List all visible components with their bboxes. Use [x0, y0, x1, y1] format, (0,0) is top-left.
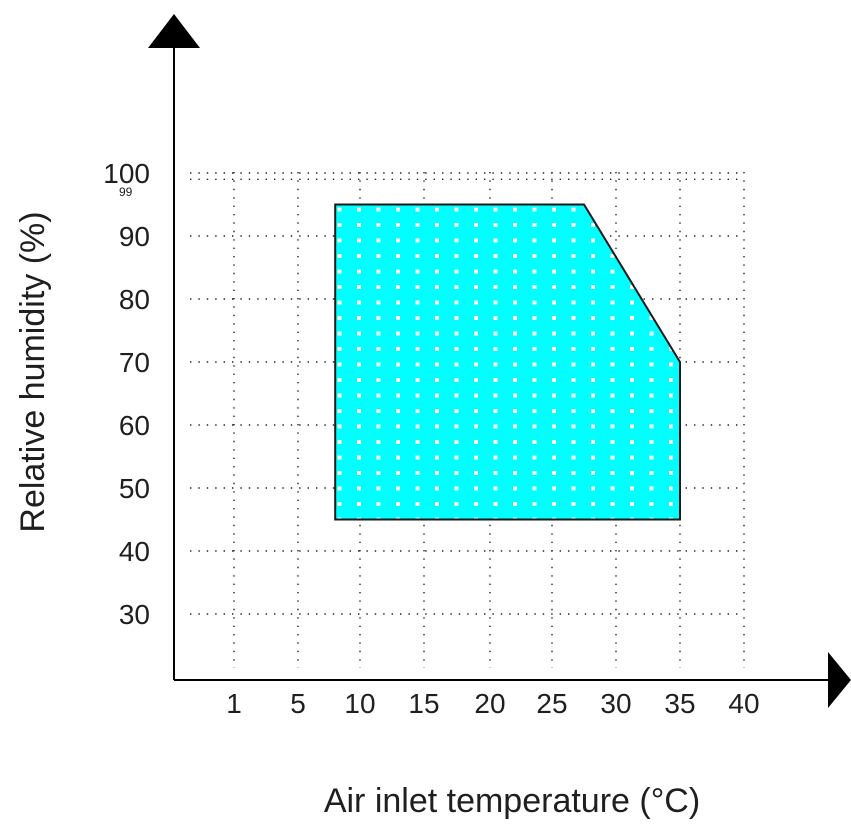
operating-region [334, 203, 681, 521]
x-axis-label: Air inlet temperature (°C) [324, 782, 700, 820]
y-tick-label-30: 30 [119, 599, 150, 630]
y-tick-label-60: 60 [119, 410, 150, 441]
y-tick-label-80: 80 [119, 284, 150, 315]
x-tick-label-30: 30 [600, 688, 631, 719]
x-tick-label-35: 35 [664, 688, 695, 719]
x-tick-label-15: 15 [408, 688, 439, 719]
axes [148, 14, 851, 708]
x-tick-label-10: 10 [344, 688, 375, 719]
y-axis-label: Relative humidity (%) [14, 211, 52, 532]
x-tick-labels: 1 5 10 15 20 25 30 35 40 [226, 688, 759, 719]
x-tick-label-5: 5 [290, 688, 306, 719]
x-tick-label-1: 1 [226, 688, 242, 719]
y-tick-label-100: 100 [103, 158, 150, 189]
x-tick-label-25: 25 [536, 688, 567, 719]
y-tick-label-90: 90 [119, 221, 150, 252]
y-tick-label-40: 40 [119, 536, 150, 567]
region-layer [334, 203, 681, 521]
x-axis-arrow [828, 652, 851, 708]
y-tick-label-99: 99 [119, 185, 133, 199]
y-axis-arrow [148, 14, 200, 48]
x-tick-label-20: 20 [474, 688, 505, 719]
y-tick-labels: 30 40 50 60 70 80 90 100 [103, 158, 150, 630]
y-tick-label-70: 70 [119, 347, 150, 378]
x-tick-label-40: 40 [728, 688, 759, 719]
y-tick-label-50: 50 [119, 473, 150, 504]
